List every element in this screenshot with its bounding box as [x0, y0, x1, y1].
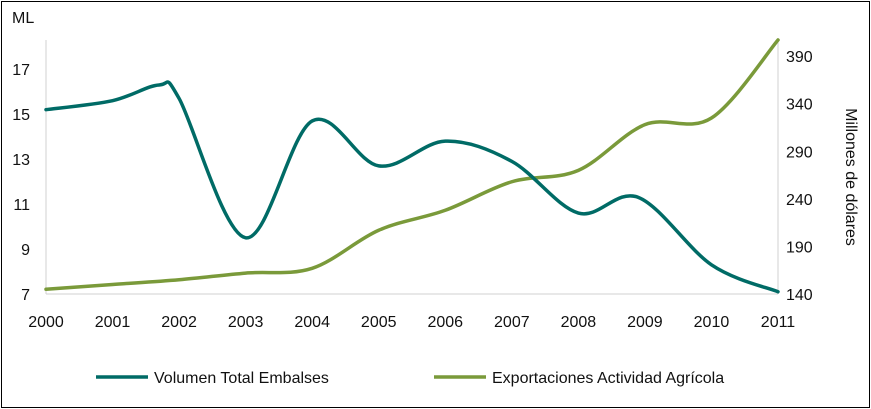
y-left-tick-label: 15: [12, 107, 30, 124]
y-right-tick-label: 290: [786, 144, 813, 161]
y-right-tick-label: 140: [786, 287, 813, 304]
x-tick-label: 2009: [627, 314, 663, 331]
y-left-tick-label: 9: [21, 242, 30, 259]
x-tick-label: 2002: [161, 314, 197, 331]
legend: Volumen Total Embalses Exportaciones Act…: [96, 370, 724, 387]
series-line-volumen: [44, 80, 780, 294]
y-right-tick-label: 340: [786, 97, 813, 114]
x-tick-label: 2010: [694, 314, 730, 331]
series-line-exportaciones: [44, 38, 780, 291]
x-tick-label: 2007: [494, 314, 530, 331]
x-tick-label: 2004: [294, 314, 330, 331]
y-right-tick-label: 240: [786, 192, 813, 209]
x-tick-label: 2000: [28, 314, 64, 331]
x-tick-label: 2006: [427, 314, 463, 331]
y-left-tick-label: 11: [13, 197, 30, 214]
x-tick-label: 2008: [561, 314, 597, 331]
legend-label-exportaciones: Exportaciones Actividad Agrícola: [492, 370, 724, 387]
legend-label-volumen: Volumen Total Embalses: [154, 370, 329, 387]
x-tick-label: 2001: [95, 314, 131, 331]
y-right-tick-label: 390: [786, 49, 813, 66]
plot-axes: [45, 40, 779, 295]
y-left-axis-label: ML: [12, 10, 34, 27]
y-left-tick-label: 7: [21, 287, 30, 304]
y-left-tick-label: 13: [12, 152, 30, 169]
y-left-tick-labels: 7 9 11 13 15 17: [12, 62, 30, 304]
x-tick-label: 2005: [361, 314, 397, 331]
x-tick-labels: 2000 2001 2002 2003 2004 2005 2006 2007 …: [28, 314, 795, 331]
y-left-tick-label: 17: [12, 62, 30, 79]
y-right-tick-labels: 140 190 240 290 340 390: [786, 49, 813, 304]
x-tick-label: 2003: [228, 314, 264, 331]
y-right-tick-label: 190: [786, 239, 813, 256]
y-right-axis-label: Millones de dólares: [842, 108, 859, 246]
x-tick-label: 2011: [761, 314, 796, 331]
